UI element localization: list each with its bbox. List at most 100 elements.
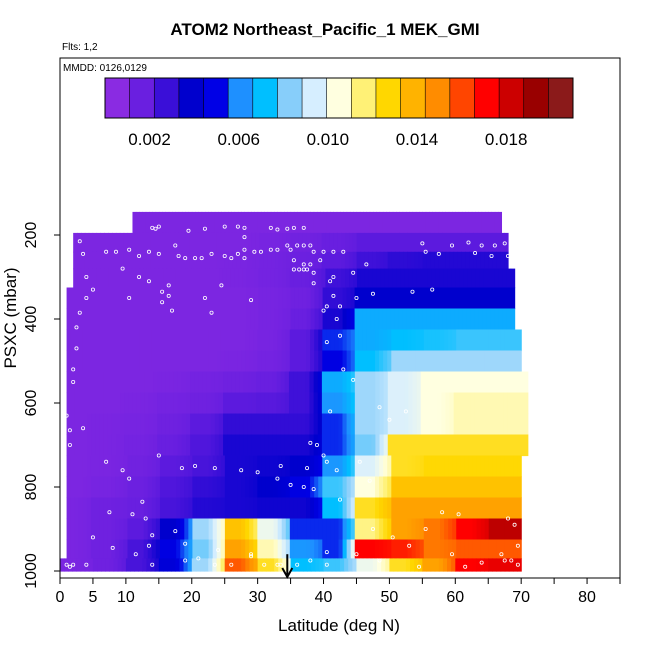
heatmap-cell [414,558,419,572]
heatmap-cell [66,497,72,520]
heatmap-cell [294,251,299,270]
heatmap-cell [103,455,108,478]
heatmap-cell [82,497,88,520]
heatmap-cell [314,476,319,499]
heatmap-cell [356,268,362,289]
heatmap-cell [78,413,84,436]
heatmap-cell [384,268,390,289]
heatmap-cell [127,329,133,352]
heatmap-cell [128,413,134,436]
heatmap-cell [107,434,113,457]
heatmap-cell [391,392,397,415]
heatmap-cell [158,287,164,310]
heatmap-cell [289,518,295,541]
heatmap-cell [385,558,391,572]
heatmap-cell [334,539,340,559]
heatmap-cell [306,251,311,270]
heatmap-cell [254,287,260,310]
sample-point [331,293,336,298]
heatmap-cell [425,211,430,234]
sample-point [249,554,254,559]
sample-point [74,346,79,351]
heatmap-cell [408,434,414,457]
heatmap-cell [395,539,401,559]
heatmap-cell [297,413,302,436]
heatmap-cell [360,558,366,572]
heatmap-cell [387,497,392,520]
heatmap-cell [437,434,442,457]
heatmap-cell [388,268,394,289]
sample-point [341,249,346,254]
heatmap-cell [408,371,414,394]
heatmap-cell [257,539,263,559]
heatmap-cell [245,455,250,478]
heatmap-cell [293,497,299,520]
heatmap-cell [302,518,307,541]
heatmap-cell [487,268,492,289]
heatmap-cell [265,497,271,520]
sample-point [268,247,273,252]
heatmap-cell [285,455,291,478]
heatmap-cell [387,518,392,541]
heatmap-cell [426,232,431,253]
heatmap-cell [197,232,202,253]
heatmap-cell [261,350,267,373]
heatmap-cell [154,251,160,270]
heatmap-cell [454,308,460,331]
heatmap-cell [190,392,195,415]
heatmap-cell [78,308,84,331]
heatmap-cell [116,371,121,394]
heatmap-cell [78,371,84,394]
sample-point [377,405,382,410]
heatmap-cell [472,476,478,499]
heatmap-cell [119,251,125,270]
heatmap-cell [80,251,86,270]
heatmap-cell [201,251,206,270]
heatmap-cell [360,232,365,253]
heatmap-cell [78,455,84,478]
heatmap-cell [176,350,181,373]
heatmap-cell [302,350,307,373]
heatmap-cell [268,371,274,394]
heatmap-cell [293,350,299,373]
heatmap-cell [358,413,364,436]
sample-point [146,543,151,548]
heatmap-cell [458,308,464,331]
heatmap-cell [386,211,391,234]
heatmap-cell [452,476,457,499]
heatmap-cell [111,329,116,352]
heatmap-cell [337,232,342,253]
heatmap-cell [188,518,194,541]
heatmap-cell [433,371,438,394]
heatmap-cell [290,308,296,331]
heatmap-cell [313,211,318,234]
heatmap-cell [484,455,490,478]
sample-point [377,558,382,563]
heatmap-cell [407,455,413,478]
heatmap-cell [239,371,245,394]
heatmap-cell [286,268,291,289]
heatmap-cell [363,413,368,436]
heatmap-cell [399,329,405,352]
sample-point [324,562,329,567]
heatmap-cell [60,558,65,572]
heatmap-cell [147,350,153,373]
heatmap-cell [266,287,272,310]
heatmap-cell [344,558,349,572]
heatmap-cell [143,476,149,499]
heatmap-cell [227,434,232,457]
heatmap-cell [314,350,319,373]
heatmap-cell [195,558,201,572]
heatmap-cell [338,434,344,457]
sample-point [242,235,247,240]
heatmap-cell [437,413,442,436]
heatmap-cell [337,251,342,270]
heatmap-cell [119,518,125,541]
heatmap-cell [212,251,218,270]
heatmap-cell [99,413,105,436]
heatmap-cell [280,434,286,457]
heatmap-cell [181,251,187,270]
heatmap-cell [178,287,184,310]
heatmap-cell [257,211,262,234]
